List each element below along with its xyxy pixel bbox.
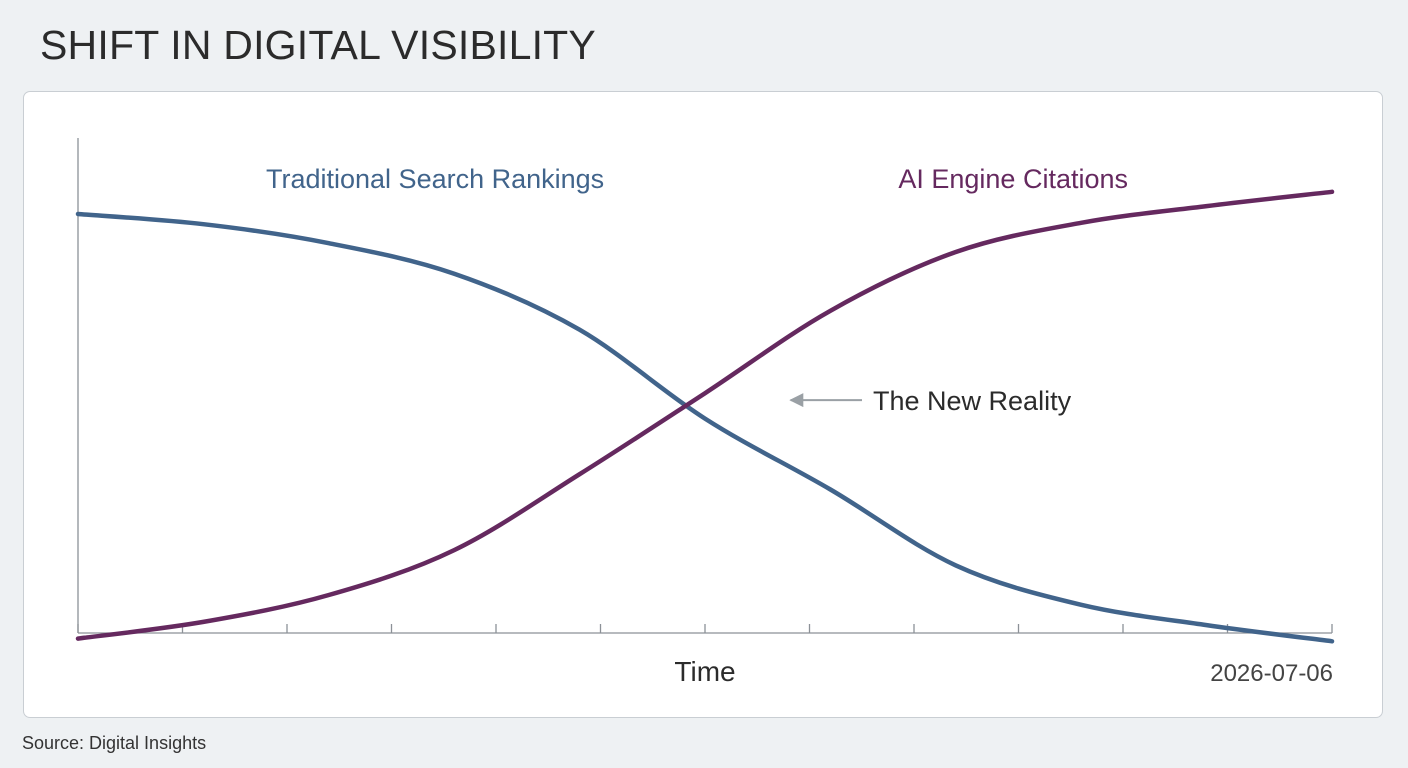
page-title: SHIFT IN DIGITAL VISIBILITY <box>40 22 596 68</box>
source-note: Source: Digital Insights <box>22 733 207 753</box>
x-end-date-label: 2026-07-06 <box>1210 660 1333 687</box>
traditional-search-line <box>75 211 1335 644</box>
x-axis-label: Time <box>674 656 735 687</box>
chart-card: Traditional Search Rankings AI Engine Cit… <box>23 91 1383 718</box>
annotation-label: The New Reality <box>873 386 1072 416</box>
ai-citations-line <box>75 189 1335 641</box>
line-chart: Traditional Search Rankings AI Engine Cit… <box>75 138 1335 687</box>
series-label-traditional: Traditional Search Rankings <box>266 164 604 194</box>
series-label-ai: AI Engine Citations <box>898 164 1128 194</box>
